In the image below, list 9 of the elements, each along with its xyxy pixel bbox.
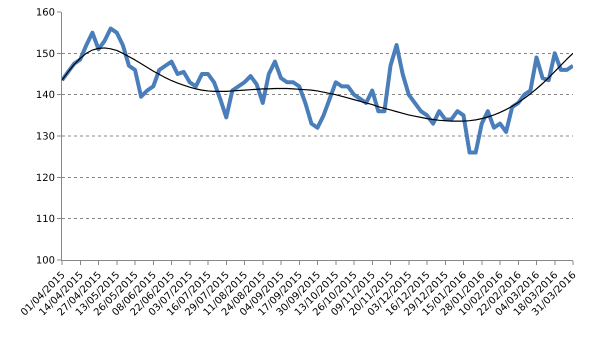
y-tick-label: 100 bbox=[36, 256, 55, 266]
y-tick-label: 110 bbox=[36, 214, 55, 226]
line-series bbox=[62, 47, 573, 122]
y-tick-label: 150 bbox=[36, 48, 55, 60]
y-tick-label: 160 bbox=[36, 8, 55, 18]
y-tick-label: 140 bbox=[36, 90, 55, 102]
line-series bbox=[62, 26, 573, 155]
y-tick-label: 130 bbox=[36, 132, 55, 142]
y-tick-label: 120 bbox=[36, 172, 55, 184]
